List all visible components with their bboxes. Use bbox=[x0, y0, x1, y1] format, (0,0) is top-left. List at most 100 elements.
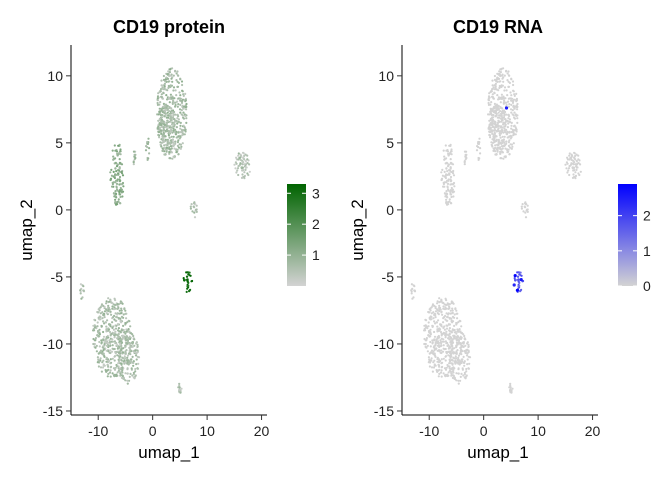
scatter-point bbox=[169, 128, 172, 132]
scatter-point bbox=[463, 161, 466, 164]
scatter-point bbox=[451, 309, 454, 312]
scatter-point bbox=[516, 275, 520, 278]
scatter-point bbox=[115, 165, 119, 168]
scatter-point bbox=[492, 113, 495, 117]
scatter-point bbox=[458, 360, 461, 363]
x-tick-label: 20 bbox=[254, 423, 270, 439]
scatter-point bbox=[502, 80, 505, 83]
y-tick-label: 0 bbox=[55, 202, 63, 218]
scatter-point bbox=[450, 320, 453, 323]
colorbar-label: 2 bbox=[643, 208, 651, 224]
scatter-point bbox=[452, 368, 455, 371]
scatter-point bbox=[451, 170, 454, 174]
scatter-point bbox=[182, 94, 185, 97]
scatter-point bbox=[493, 105, 496, 108]
scatter-point bbox=[114, 324, 117, 327]
scatter-point bbox=[459, 379, 462, 382]
scatter-point bbox=[488, 133, 491, 137]
scatter-point bbox=[156, 97, 159, 100]
scatter-point bbox=[449, 178, 452, 181]
scatter-point bbox=[185, 271, 188, 274]
scatter-point bbox=[430, 306, 433, 309]
scatter-point bbox=[503, 86, 507, 89]
scatter-point bbox=[185, 108, 188, 111]
scatter-point bbox=[237, 158, 240, 161]
scatter-point bbox=[172, 74, 175, 77]
scatter-point bbox=[454, 355, 457, 358]
scatter-point bbox=[448, 365, 451, 368]
scatter-point bbox=[126, 382, 129, 385]
scatter-point bbox=[465, 374, 468, 377]
scatter-point bbox=[525, 208, 529, 211]
scatter-point bbox=[431, 341, 434, 344]
scatter-point bbox=[439, 371, 443, 374]
scatter-point bbox=[491, 145, 494, 148]
scatter-point bbox=[436, 312, 439, 315]
scatter-point bbox=[524, 206, 527, 209]
scatter-point bbox=[462, 374, 465, 377]
scatter-point bbox=[492, 86, 495, 89]
scatter-point bbox=[116, 323, 120, 326]
scatter-point bbox=[94, 339, 97, 342]
scatter-point bbox=[431, 370, 434, 373]
scatter-point bbox=[434, 322, 437, 325]
scatter-point bbox=[120, 347, 123, 350]
scatter-point bbox=[166, 120, 170, 123]
scatter-point bbox=[165, 76, 168, 79]
scatter-point bbox=[499, 151, 502, 154]
scatter-point bbox=[440, 362, 443, 365]
scatter-point bbox=[510, 97, 513, 100]
scatter-point bbox=[507, 70, 510, 73]
scatter-point bbox=[112, 170, 115, 173]
scatter-point bbox=[505, 140, 508, 143]
scatter-point bbox=[103, 355, 106, 358]
scatter-point bbox=[503, 99, 506, 102]
scatter-point bbox=[526, 210, 529, 213]
scatter-point bbox=[179, 143, 182, 146]
scatter-point bbox=[506, 94, 509, 97]
scatter-point bbox=[96, 321, 99, 324]
scatter-point bbox=[105, 344, 108, 347]
scatter-point bbox=[182, 111, 185, 114]
scatter-point bbox=[111, 372, 114, 375]
scatter-point bbox=[511, 145, 514, 148]
scatter-point bbox=[119, 301, 122, 304]
scatter-point bbox=[165, 94, 168, 97]
scatter-point bbox=[491, 109, 494, 112]
scatter-point bbox=[172, 125, 175, 128]
scatter-point bbox=[448, 362, 451, 365]
scatter-point bbox=[116, 371, 119, 374]
scatter-point bbox=[115, 373, 118, 376]
scatter-point bbox=[120, 315, 124, 318]
scatter-point bbox=[191, 210, 194, 213]
scatter-point bbox=[107, 328, 111, 331]
scatter-point bbox=[506, 130, 509, 133]
scatter-point bbox=[431, 339, 434, 342]
scatter-point bbox=[184, 130, 187, 133]
scatter-point bbox=[459, 346, 462, 349]
scatter-point bbox=[447, 307, 450, 310]
scatter-point bbox=[133, 338, 136, 341]
scatter-point bbox=[500, 74, 503, 77]
scatter-point bbox=[238, 156, 241, 159]
scatter-point bbox=[116, 163, 120, 166]
scatter-point bbox=[185, 275, 189, 278]
scatter-point bbox=[502, 111, 505, 114]
scatter-point bbox=[475, 149, 479, 152]
scatter-point bbox=[170, 130, 173, 133]
scatter-point bbox=[130, 358, 133, 361]
scatter-point bbox=[113, 192, 116, 195]
y-tick-label: 10 bbox=[378, 68, 394, 84]
scatter-point bbox=[444, 336, 447, 339]
scatter-point bbox=[575, 168, 578, 171]
scatter-point bbox=[440, 375, 443, 378]
scatter-point bbox=[248, 163, 251, 166]
scatter-point bbox=[177, 146, 180, 149]
scatter-point bbox=[119, 312, 123, 315]
y-axis-title: umap_2 bbox=[348, 199, 367, 260]
scatter-point bbox=[491, 118, 495, 121]
scatter-point bbox=[169, 157, 172, 160]
scatter-point bbox=[134, 349, 137, 352]
scatter-point bbox=[505, 128, 508, 131]
scatter-point bbox=[440, 369, 443, 372]
